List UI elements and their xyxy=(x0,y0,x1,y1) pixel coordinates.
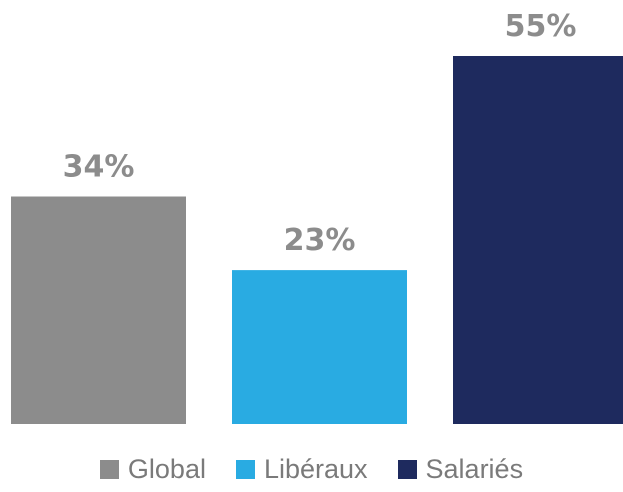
bar-global xyxy=(11,196,186,424)
legend-label-liberaux: Libéraux xyxy=(263,454,368,484)
data-label-global: 34% xyxy=(63,150,135,185)
data-label-salaries: 55% xyxy=(505,9,577,44)
legend-item-salaries: Salariés xyxy=(397,454,524,484)
legend-item-liberaux: Libéraux xyxy=(235,454,368,484)
legend-label-global: Global xyxy=(127,454,206,484)
bar-liberaux xyxy=(232,270,407,424)
legend-swatch-global xyxy=(99,460,119,479)
chart-legend: Global Libéraux Salariés xyxy=(0,456,623,483)
legend-swatch-liberaux xyxy=(235,460,255,479)
legend-item-global: Global xyxy=(99,454,206,484)
data-label-liberaux: 23% xyxy=(284,223,356,258)
bar-salaries xyxy=(453,56,623,424)
legend-swatch-salaries xyxy=(397,460,417,479)
legend-label-salaries: Salariés xyxy=(425,454,524,484)
